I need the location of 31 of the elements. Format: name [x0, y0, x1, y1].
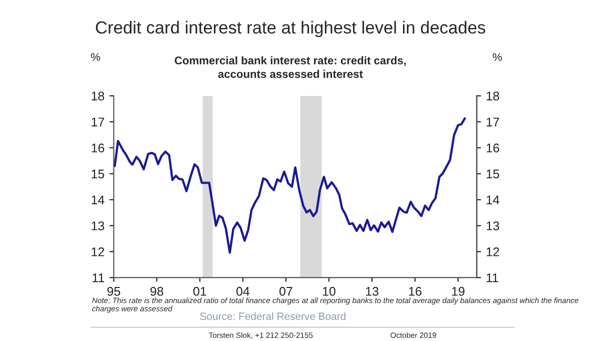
y2-tick-label: 11	[486, 274, 498, 282]
y-tick-label: 11	[92, 274, 104, 282]
y2-tick-label: 18	[486, 92, 500, 100]
y-tick-label: 13	[92, 221, 104, 230]
x-tick-label: 01	[193, 286, 206, 296]
chart-subtitle: Commercial bank interest rate: credit cards, accounts assessed interest	[174, 56, 406, 78]
chart-title: Credit card interest rate at highest level in decades	[96, 20, 486, 38]
y-tick-label: 12	[92, 247, 104, 256]
x-tick-label: 19	[452, 286, 464, 296]
y-tick-label: 17	[92, 118, 104, 126]
source-note: Source: Federal Reserve Board	[200, 312, 346, 320]
x-tick-label: 07	[279, 286, 292, 296]
y2-tick-label: 14	[486, 196, 500, 204]
line-series	[114, 117, 466, 254]
y-tick-label: 14	[92, 196, 104, 204]
y-axis-title: %	[91, 53, 100, 61]
y2-tick-label: 17	[486, 118, 500, 126]
y-tick-label: 16	[92, 144, 104, 152]
y-tick-label: 15	[92, 170, 104, 178]
x-tick-label: 04	[236, 286, 250, 296]
y2-tick-label: 12	[486, 247, 500, 256]
y2-tick-label: 16	[486, 144, 500, 152]
x-tick-label: 13	[366, 286, 378, 296]
y2-axis-title: %	[492, 53, 502, 61]
y2-tick-label: 13	[486, 221, 500, 230]
x-tick-label: 10	[322, 286, 336, 296]
y2-tick-label: 15	[486, 170, 500, 178]
x-tick-label: 98	[150, 286, 164, 296]
x-tick-label: 95	[107, 286, 120, 296]
x-tick-label: 16	[409, 286, 422, 296]
y-tick-label: 18	[92, 92, 104, 100]
